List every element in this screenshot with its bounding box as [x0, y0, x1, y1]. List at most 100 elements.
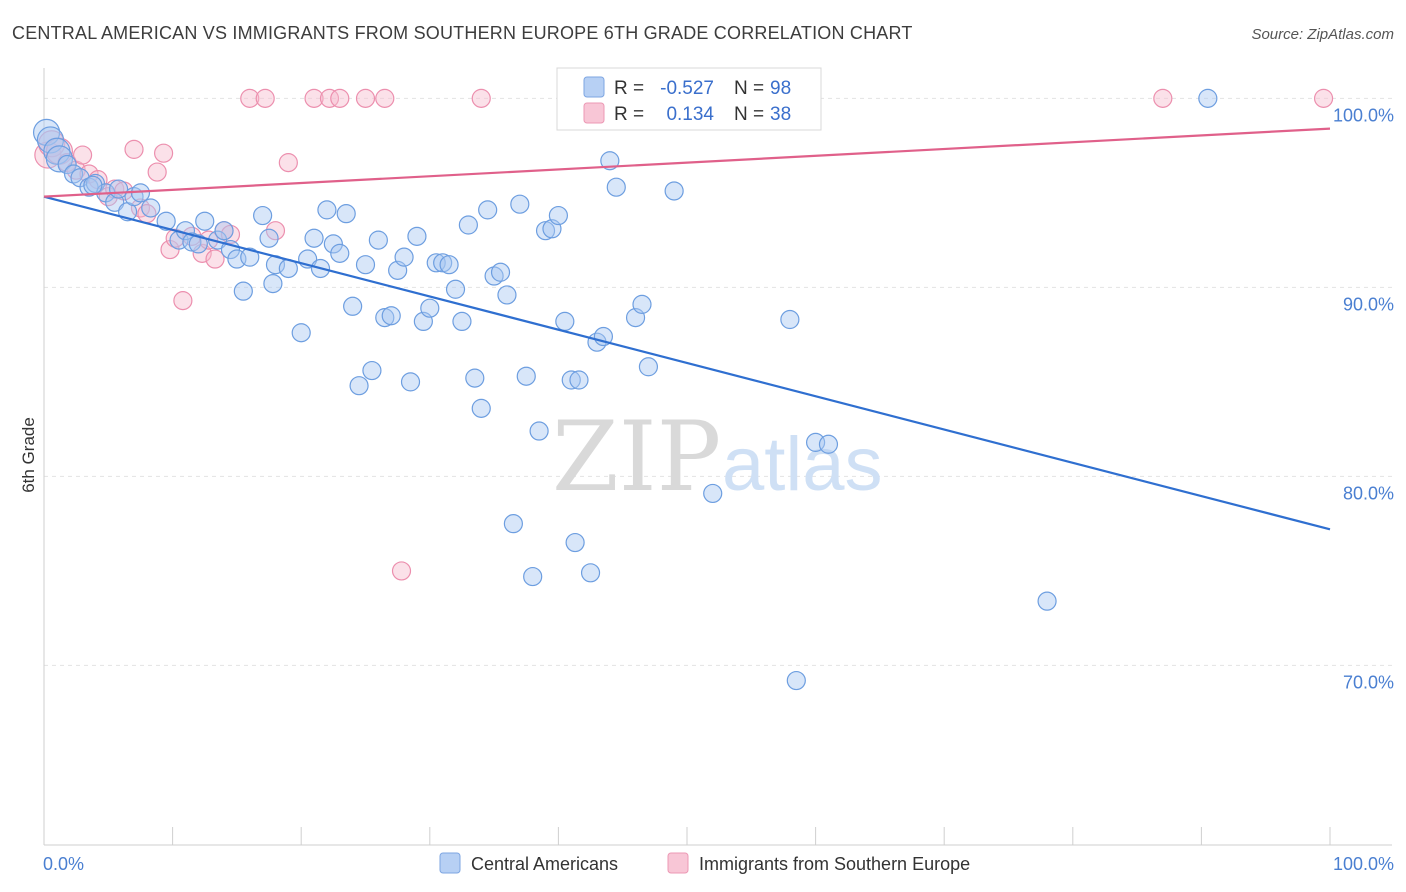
point-central-americans-58 [452, 311, 472, 332]
point-central-americans-59 [458, 215, 478, 235]
legend-label-central-americans: Central Americans [471, 854, 618, 874]
point-central-americans-81 [600, 151, 620, 171]
point-central-americans-38 [323, 234, 343, 254]
point-southern-europe-35 [471, 88, 491, 108]
point-central-americans-51 [407, 226, 427, 246]
point-central-americans-41 [343, 296, 363, 316]
point-central-americans-53 [420, 298, 440, 318]
point-central-americans-89 [780, 309, 800, 330]
point-central-americans-16 [156, 211, 176, 231]
point-central-americans-70 [529, 421, 549, 441]
x-tick-label-0: 0.0% [43, 854, 84, 874]
point-central-americans-66 [503, 514, 523, 534]
y-axis-label: 6th Grade [19, 417, 38, 493]
point-central-americans-67 [510, 194, 530, 214]
point-southern-europe-34 [391, 561, 412, 581]
watermark: ZIP atlas [552, 401, 883, 513]
point-central-americans-39 [330, 243, 350, 263]
point-southern-europe-29 [304, 88, 324, 108]
legend: Central Americans Immigrants from Southe… [439, 852, 970, 874]
stats-r-label-blue: R = [614, 78, 644, 99]
stats-n-value-blue: 98 [770, 78, 791, 99]
point-central-americans-45 [368, 230, 388, 250]
legend-label-southern-europe: Immigrants from Southern Europe [699, 854, 970, 874]
point-central-americans-82 [606, 177, 626, 197]
point-southern-europe-14 [147, 162, 167, 182]
trend-line-southern-europe [43, 127, 1331, 198]
point-southern-europe-15 [153, 143, 174, 163]
point-southern-europe-32 [355, 88, 376, 108]
x-tick-label-100: 100.0% [1333, 854, 1394, 874]
point-central-americans-4 [57, 154, 77, 175]
y-tick-label-100: 100.0% [1333, 105, 1394, 125]
stats-r-value-blue: -0.527 [660, 78, 714, 99]
stats-n-value-pink: 38 [770, 104, 791, 125]
point-central-americans-64 [490, 262, 511, 282]
stats-swatch-blue [583, 76, 605, 98]
point-central-americans-21 [195, 211, 215, 231]
point-central-americans-92 [818, 434, 839, 454]
y-tick-label-90: 90.0% [1343, 294, 1394, 314]
gridlines [44, 97, 1392, 666]
point-central-americans-27 [240, 247, 260, 267]
point-central-americans-94 [1198, 88, 1218, 108]
point-central-americans-33 [291, 323, 311, 343]
point-central-americans-28 [253, 205, 273, 226]
point-southern-europe-11 [124, 139, 144, 159]
point-central-americans-90 [786, 670, 806, 691]
point-central-americans-23 [214, 221, 234, 241]
point-central-americans-88 [703, 483, 723, 504]
point-central-americans-43 [355, 255, 376, 275]
point-southern-europe-36 [1153, 88, 1173, 108]
point-central-americans-74 [555, 311, 575, 332]
point-central-americans-40 [336, 204, 356, 224]
point-central-americans-61 [471, 398, 491, 418]
point-central-americans-86 [664, 181, 684, 201]
point-southern-europe-30 [319, 88, 340, 108]
point-southern-europe-18 [173, 291, 193, 311]
point-central-americans-93 [1037, 591, 1057, 611]
point-central-americans-77 [569, 370, 589, 390]
point-central-americans-20 [188, 234, 208, 254]
point-central-americans-50 [400, 372, 421, 392]
stats-swatch-pink [583, 102, 605, 124]
point-central-americans-15 [141, 198, 161, 218]
point-central-americans-62 [478, 200, 498, 220]
watermark-atlas: atlas [722, 422, 883, 507]
point-central-americans-37 [317, 200, 337, 220]
y-tick-label-80: 80.0% [1343, 483, 1394, 503]
chart-title: CENTRAL AMERICAN VS IMMIGRANTS FROM SOUT… [12, 23, 913, 43]
point-central-americans-60 [465, 368, 485, 388]
legend-swatch-central-americans [439, 852, 461, 874]
point-southern-europe-33 [375, 88, 395, 108]
point-central-americans-75 [561, 370, 581, 390]
series-central-americans-points [32, 88, 1218, 691]
point-southern-europe-22 [205, 249, 225, 269]
point-central-americans-73 [548, 205, 569, 226]
point-southern-europe-28 [278, 153, 298, 173]
point-central-americans-95 [83, 175, 103, 195]
watermark-zip: ZIP [552, 401, 721, 513]
point-southern-europe-31 [330, 88, 350, 108]
point-central-americans-78 [580, 563, 601, 583]
point-central-americans-84 [632, 294, 652, 314]
trend-line-central-americans [43, 195, 1331, 531]
point-central-americans-42 [349, 376, 369, 396]
point-central-americans-69 [523, 566, 543, 587]
y-tick-labels: 100.0% 90.0% 80.0% 70.0% [1333, 105, 1394, 692]
point-central-americans-56 [439, 255, 459, 275]
point-central-americans-65 [497, 285, 517, 305]
trend-lines [43, 127, 1331, 531]
y-tick-label-70: 70.0% [1343, 672, 1394, 692]
stats-r-value-pink: 0.134 [666, 104, 714, 125]
point-southern-europe-5 [72, 145, 93, 165]
point-central-americans-76 [565, 532, 585, 553]
chart-source: Source: ZipAtlas.com [1251, 26, 1394, 43]
point-central-americans-30 [263, 273, 283, 294]
legend-swatch-southern-europe [667, 852, 689, 874]
point-southern-europe-26 [255, 88, 275, 108]
point-central-americans-26 [233, 281, 253, 301]
stats-box: R = -0.527 N = 98 R = 0.134 N = 38 [556, 67, 822, 131]
stats-n-label-blue: N = [734, 78, 764, 99]
